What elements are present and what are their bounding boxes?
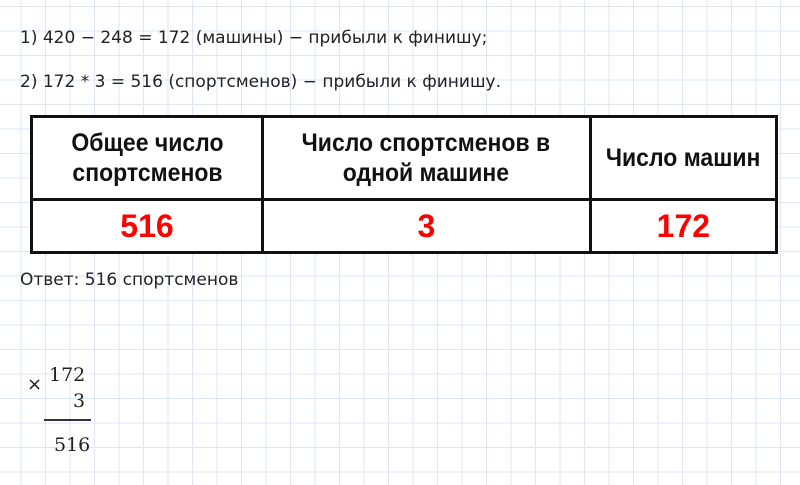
multiplicand: 172: [49, 364, 86, 386]
header-cars: Число машин: [596, 115, 771, 201]
data-table: Общее число спортсменов Число спортсмено…: [30, 115, 779, 254]
multiply-sign: ×: [27, 374, 43, 395]
value-cars: 172: [588, 198, 779, 254]
table-row: 516 3 172: [30, 198, 779, 254]
answer: Ответ: 516 спортсменов: [20, 270, 239, 290]
header-total-athletes: Общее число спортсменов: [39, 115, 255, 201]
product: 516: [54, 434, 91, 456]
value-total-athletes: 516: [30, 198, 264, 254]
header-athletes-per-car: Число спортсменов в одной машине: [274, 115, 579, 201]
multiplier: 3: [73, 390, 86, 412]
table-header-row: Общее число спортсменов Число спортсмено…: [32, 115, 777, 201]
solution-step-1: 1) 420 − 248 = 172 (машины) − прибыли к …: [20, 28, 488, 48]
solution-step-2: 2) 172 * 3 = 516 (спортсменов) − прибыли…: [20, 72, 501, 92]
result-line: [44, 419, 91, 421]
value-athletes-per-car: 3: [260, 198, 592, 254]
